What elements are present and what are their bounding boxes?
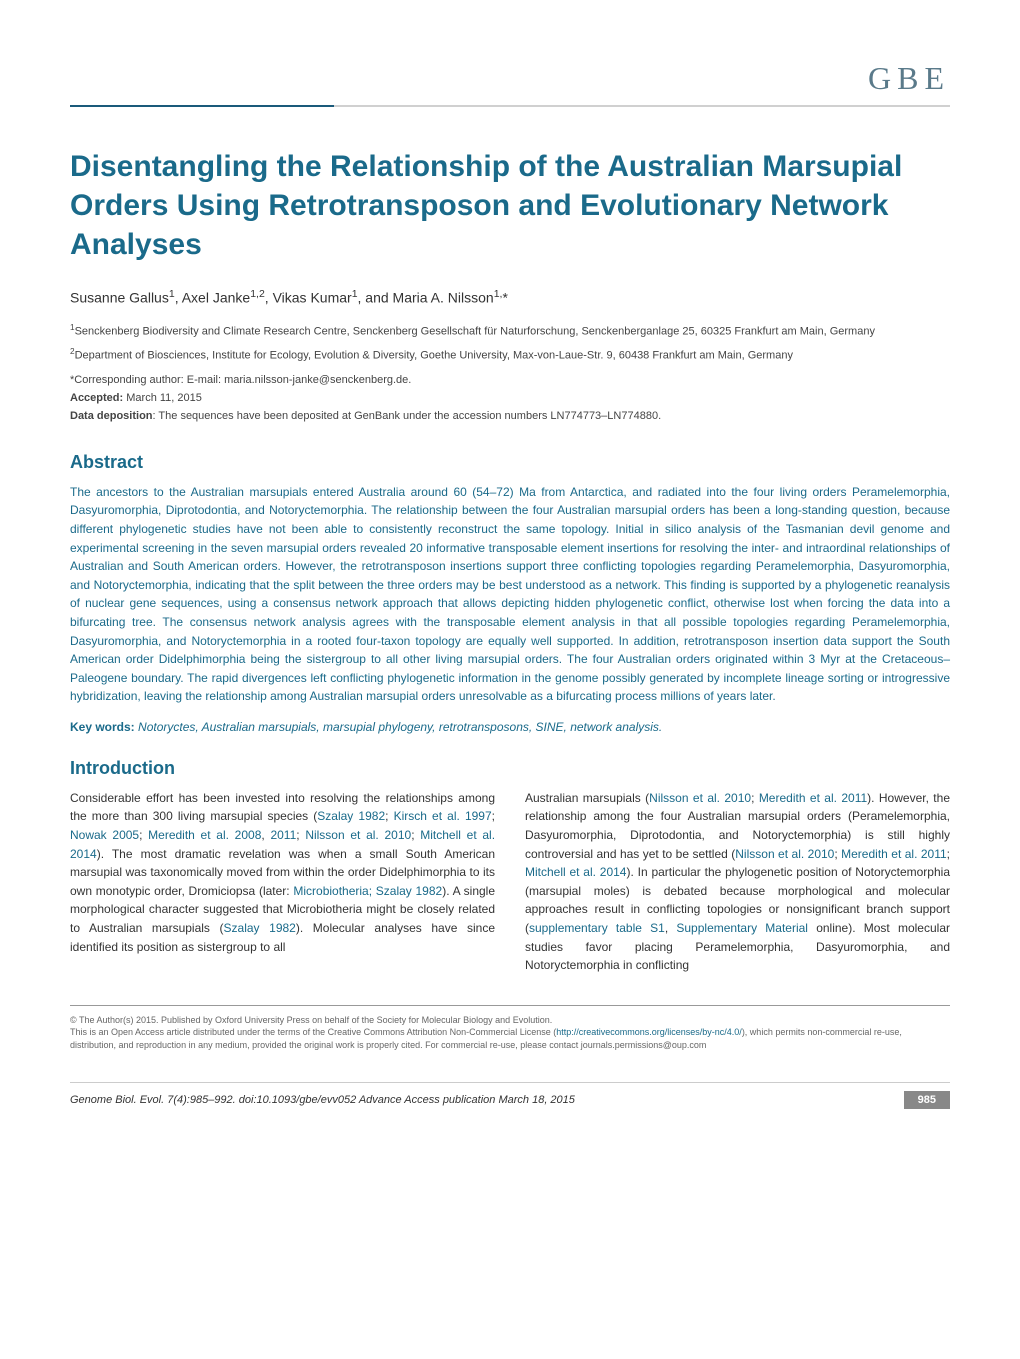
data-deposition: Data deposition: The sequences have been… xyxy=(70,410,950,422)
accepted-label: Accepted: xyxy=(70,392,123,404)
page-footer: Genome Biol. Evol. 7(4):985–992. doi:10.… xyxy=(70,1082,950,1109)
accepted-line: Accepted: March 11, 2015 xyxy=(70,392,950,404)
affiliation-1: 1Senckenberg Biodiversity and Climate Re… xyxy=(70,322,950,340)
corresponding-author: *Corresponding author: E-mail: maria.nil… xyxy=(70,374,950,386)
intro-col-right: Australian marsupials (Nilsson et al. 20… xyxy=(525,789,950,975)
intro-columns: Considerable effort has been invested in… xyxy=(70,789,950,975)
abstract-text: The ancestors to the Australian marsupia… xyxy=(70,483,950,706)
affiliation-2: 2Department of Biosciences, Institute fo… xyxy=(70,346,950,364)
intro-col-left: Considerable effort has been invested in… xyxy=(70,789,495,975)
keywords-label: Key words: xyxy=(70,720,135,734)
footer-citation: Genome Biol. Evol. 7(4):985–992. doi:10.… xyxy=(70,1094,575,1106)
journal-abbrev: GBE xyxy=(70,60,950,97)
license-url[interactable]: http://creativecommons.org/licenses/by-n… xyxy=(556,1027,742,1037)
keywords: Key words: Notoryctes, Australian marsup… xyxy=(70,720,950,734)
license-block: © The Author(s) 2015. Published by Oxfor… xyxy=(70,1014,950,1052)
license-line-1: © The Author(s) 2015. Published by Oxfor… xyxy=(70,1014,950,1027)
accepted-date: March 11, 2015 xyxy=(126,392,202,404)
data-dep-value: : The sequences have been deposited at G… xyxy=(153,410,662,422)
article-title: Disentangling the Relationship of the Au… xyxy=(70,147,950,264)
license-divider xyxy=(70,1005,950,1006)
keywords-text: Notoryctes, Australian marsupials, marsu… xyxy=(135,720,663,734)
license-pre: This is an Open Access article distribut… xyxy=(70,1027,556,1037)
license-line-2: This is an Open Access article distribut… xyxy=(70,1026,950,1051)
page-number: 985 xyxy=(904,1091,950,1109)
author-list: Susanne Gallus1, Axel Janke1,2, Vikas Ku… xyxy=(70,288,950,306)
data-dep-label: Data deposition xyxy=(70,410,153,422)
header-divider xyxy=(70,105,950,107)
abstract-heading: Abstract xyxy=(70,452,950,473)
introduction-heading: Introduction xyxy=(70,758,950,779)
